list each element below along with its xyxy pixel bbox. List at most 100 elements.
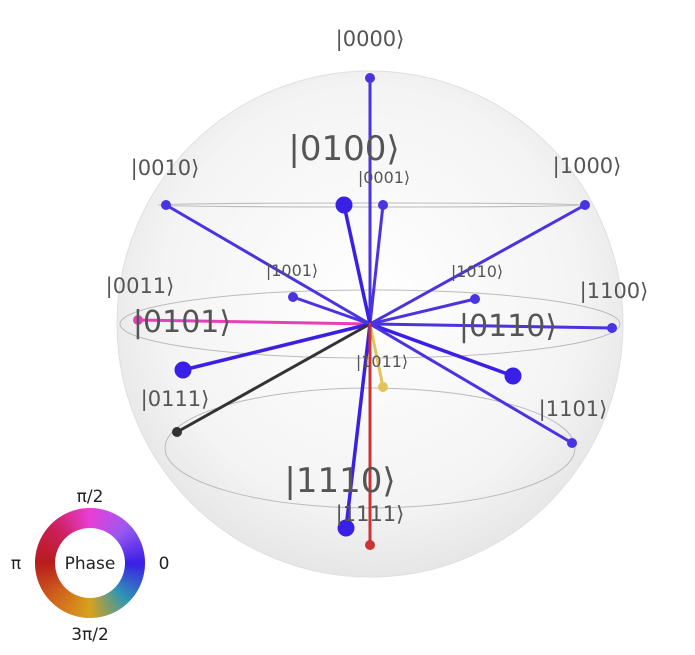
state-label-1110: |1110⟩ bbox=[284, 461, 395, 501]
phase-wheel-segment bbox=[78, 508, 85, 529]
phase-wheel-segment bbox=[43, 582, 62, 596]
phase-wheel-segment bbox=[108, 516, 123, 535]
phase-wheel-segment bbox=[107, 592, 121, 611]
phase-wheel-segment bbox=[124, 568, 145, 575]
phase-wheel-segment bbox=[104, 594, 116, 614]
phase-wheel-segment bbox=[113, 521, 129, 539]
state-label-1111: |1111⟩ bbox=[336, 502, 405, 527]
phase-wheel-segment bbox=[36, 572, 57, 581]
phase-wheel-segment bbox=[42, 580, 61, 594]
phase-wheel-segment bbox=[36, 546, 57, 555]
state-label-0001: |0001⟩ bbox=[358, 168, 410, 187]
state-label-1000: |1000⟩ bbox=[553, 154, 622, 179]
phase-wheel-segment bbox=[45, 528, 63, 543]
phase-wheel-segment bbox=[100, 510, 110, 531]
state-vector-1110 bbox=[344, 322, 372, 530]
phase-wheel-segment bbox=[122, 573, 143, 583]
phase-wheel-segment bbox=[55, 590, 70, 608]
phase-wheel-segment bbox=[70, 595, 80, 616]
state-label-0111: |0111⟩ bbox=[141, 387, 210, 412]
state-node-1001 bbox=[288, 292, 298, 302]
phase-wheel-segment bbox=[50, 522, 67, 539]
phase-wheel-segment bbox=[100, 595, 111, 616]
phase-wheel-segment bbox=[35, 554, 56, 560]
phase-wheel-segment bbox=[52, 520, 68, 538]
state-vector-1000 bbox=[368, 203, 587, 326]
state-node-1111 bbox=[365, 540, 375, 550]
phase-wheel-segment bbox=[35, 568, 56, 575]
phase-wheel-segment bbox=[107, 515, 120, 534]
phase-wheel-segment bbox=[95, 597, 102, 618]
state-vector-0100 bbox=[342, 203, 372, 326]
state-label-0011: |0011⟩ bbox=[106, 274, 175, 299]
state-vector-0111 bbox=[175, 322, 372, 434]
phase-wheel-segment bbox=[83, 508, 89, 529]
phase-wheel-segment bbox=[123, 548, 144, 556]
phase-wheel-segment bbox=[35, 564, 56, 570]
phase-wheel-segment bbox=[120, 535, 140, 548]
state-vector-1010 bbox=[368, 297, 477, 326]
phase-bottom-label: 3π/2 bbox=[71, 625, 109, 645]
state-vector-1100 bbox=[368, 322, 614, 330]
state-vector-0110 bbox=[368, 322, 515, 378]
phase-wheel-segment bbox=[49, 586, 66, 603]
state-node-1101 bbox=[567, 438, 577, 448]
phase-wheel-segment bbox=[119, 580, 138, 593]
state-label-0100: |0100⟩ bbox=[288, 129, 399, 169]
state-node-1000 bbox=[580, 200, 590, 210]
phase-wheel-segment bbox=[116, 584, 134, 600]
phase-color-wheel bbox=[35, 508, 145, 618]
phase-wheel-segment bbox=[105, 513, 118, 533]
phase-wheel-segment bbox=[51, 587, 67, 605]
phase-wheel-segment bbox=[75, 596, 84, 617]
phase-wheel-segment bbox=[69, 510, 80, 531]
phase-wheel-segment bbox=[105, 593, 118, 613]
state-vector-0010 bbox=[164, 203, 372, 326]
phase-wheel-segment bbox=[124, 553, 145, 560]
phase-wheel-segment bbox=[87, 597, 91, 618]
phase-wheel-segment bbox=[80, 508, 87, 529]
phase-wheel-segment bbox=[62, 593, 75, 613]
phase-wheel-segment bbox=[35, 551, 56, 558]
phase-wheel-segment bbox=[67, 594, 78, 615]
phase-wheel-segment bbox=[57, 516, 71, 535]
state-node-0001 bbox=[378, 200, 388, 210]
phase-left-label: π bbox=[11, 554, 21, 574]
state-label-0010: |0010⟩ bbox=[131, 156, 200, 181]
state-label-1011: |1011⟩ bbox=[356, 352, 408, 371]
phase-wheel-segment bbox=[116, 527, 135, 543]
phase-top-label: π/2 bbox=[77, 487, 104, 507]
phase-wheel-segment bbox=[59, 515, 73, 534]
state-node-0000 bbox=[365, 73, 375, 83]
state-node-1011 bbox=[378, 382, 388, 392]
phase-wheel-segment bbox=[39, 577, 59, 589]
phase-wheel-segment bbox=[37, 573, 58, 584]
phase-wheel-segment bbox=[36, 548, 57, 557]
phase-wheel-segment bbox=[36, 570, 57, 578]
phase-wheel-segment bbox=[120, 578, 140, 591]
phase-wheel-segment bbox=[124, 559, 145, 563]
phase-wheel-segment bbox=[81, 597, 87, 618]
phase-wheel-segment bbox=[121, 540, 142, 551]
state-node-1100 bbox=[607, 323, 617, 333]
phase-wheel-segment bbox=[121, 576, 141, 588]
phase-right-label: 0 bbox=[159, 554, 170, 574]
phase-wheel-segment bbox=[57, 591, 72, 610]
phase-wheel-segment bbox=[95, 508, 102, 529]
state-vector-1011 bbox=[368, 322, 385, 389]
state-node-0011 bbox=[133, 315, 143, 325]
phase-wheel-segment bbox=[112, 588, 128, 606]
state-label-1101: |1101⟩ bbox=[539, 397, 608, 422]
state-node-1110 bbox=[337, 519, 355, 537]
phase-wheel-segment bbox=[110, 518, 125, 536]
phase-wheel-segment bbox=[119, 532, 138, 546]
phase-wheel-segment bbox=[97, 596, 105, 617]
phase-wheel-segment bbox=[38, 540, 59, 551]
phase-wheel-segment bbox=[39, 538, 59, 550]
state-node-0111 bbox=[172, 427, 182, 437]
phase-wheel-segment bbox=[118, 581, 137, 596]
phase-wheel-segment bbox=[98, 509, 107, 530]
phase-wheel-segment bbox=[40, 535, 60, 548]
phase-wheel-segment bbox=[113, 587, 130, 604]
phase-center-label: Phase bbox=[65, 554, 116, 574]
